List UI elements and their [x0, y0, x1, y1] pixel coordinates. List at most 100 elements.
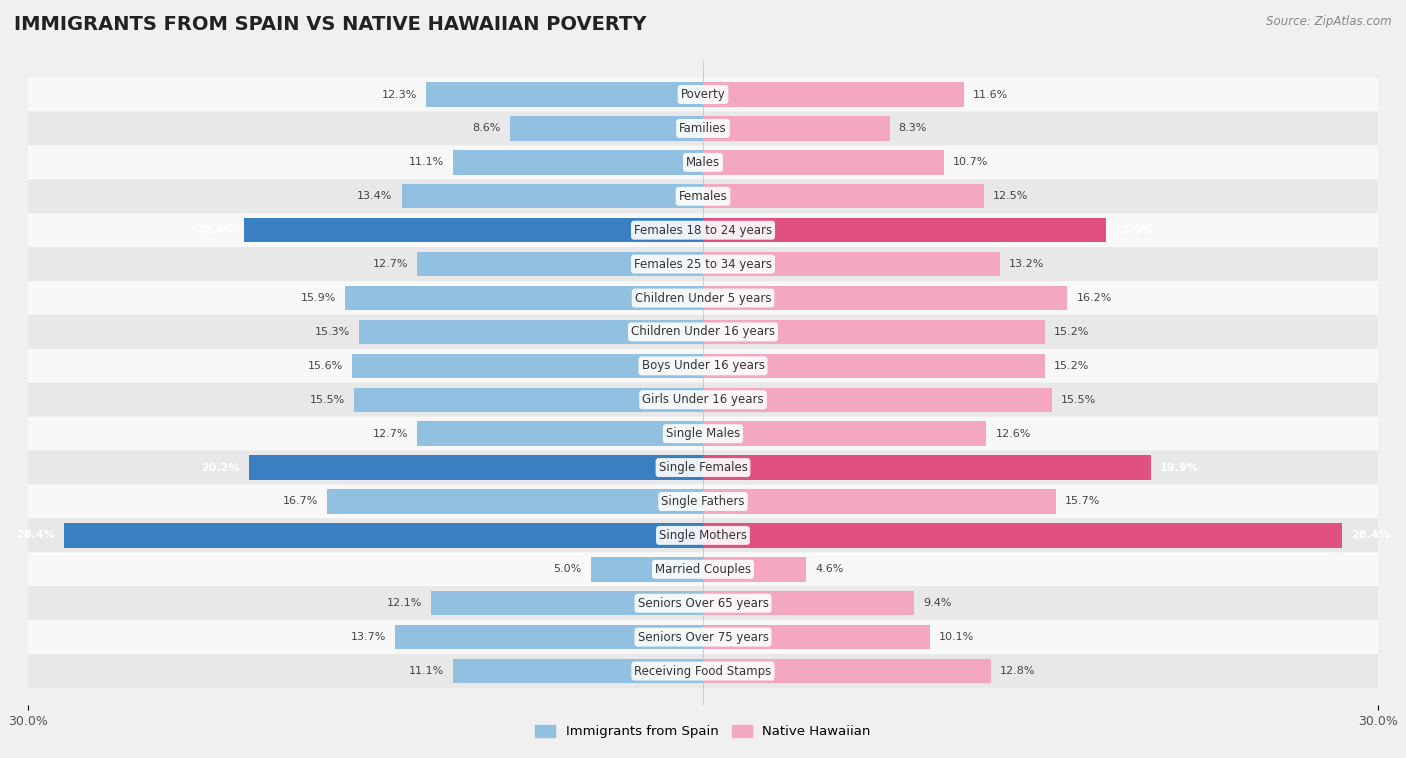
Text: 8.6%: 8.6%: [472, 124, 501, 133]
Bar: [703, 659, 991, 683]
Bar: [703, 523, 1341, 547]
Text: Seniors Over 65 years: Seniors Over 65 years: [637, 597, 769, 609]
Text: IMMIGRANTS FROM SPAIN VS NATIVE HAWAIIAN POVERTY: IMMIGRANTS FROM SPAIN VS NATIVE HAWAIIAN…: [14, 15, 647, 34]
Text: Seniors Over 75 years: Seniors Over 75 years: [637, 631, 769, 644]
FancyBboxPatch shape: [28, 654, 1378, 688]
Bar: [426, 83, 703, 107]
Text: 12.5%: 12.5%: [993, 191, 1029, 202]
Text: 12.7%: 12.7%: [373, 259, 408, 269]
Text: 15.9%: 15.9%: [301, 293, 336, 303]
Bar: [354, 387, 703, 412]
FancyBboxPatch shape: [28, 417, 1378, 450]
Bar: [591, 557, 703, 581]
Text: Females: Females: [679, 190, 727, 203]
Text: 11.1%: 11.1%: [409, 666, 444, 676]
FancyBboxPatch shape: [28, 349, 1378, 383]
Text: Males: Males: [686, 156, 720, 169]
FancyBboxPatch shape: [28, 180, 1378, 213]
Bar: [703, 320, 1045, 344]
Bar: [703, 489, 1056, 514]
Text: 15.7%: 15.7%: [1066, 496, 1101, 506]
Text: 9.4%: 9.4%: [924, 598, 952, 608]
Bar: [703, 184, 984, 208]
Text: Single Mothers: Single Mothers: [659, 529, 747, 542]
Text: 10.1%: 10.1%: [939, 632, 974, 642]
Text: Children Under 16 years: Children Under 16 years: [631, 325, 775, 338]
Text: 15.5%: 15.5%: [1060, 395, 1095, 405]
Text: Source: ZipAtlas.com: Source: ZipAtlas.com: [1267, 15, 1392, 28]
Text: Children Under 5 years: Children Under 5 years: [634, 292, 772, 305]
FancyBboxPatch shape: [28, 315, 1378, 349]
Bar: [418, 252, 703, 277]
Bar: [346, 286, 703, 310]
FancyBboxPatch shape: [28, 111, 1378, 146]
Text: Single Females: Single Females: [658, 461, 748, 474]
Bar: [703, 456, 1150, 480]
Text: Families: Families: [679, 122, 727, 135]
FancyBboxPatch shape: [28, 247, 1378, 281]
Bar: [430, 591, 703, 615]
Text: 28.4%: 28.4%: [1351, 531, 1389, 540]
Bar: [352, 354, 703, 378]
Text: Single Males: Single Males: [666, 428, 740, 440]
FancyBboxPatch shape: [28, 620, 1378, 654]
Text: 16.7%: 16.7%: [283, 496, 318, 506]
Bar: [703, 625, 931, 650]
Bar: [703, 421, 987, 446]
Bar: [453, 150, 703, 174]
FancyBboxPatch shape: [28, 146, 1378, 180]
Text: Boys Under 16 years: Boys Under 16 years: [641, 359, 765, 372]
Text: 12.8%: 12.8%: [1000, 666, 1035, 676]
Text: Females 18 to 24 years: Females 18 to 24 years: [634, 224, 772, 236]
Bar: [509, 116, 703, 141]
Text: 8.3%: 8.3%: [898, 124, 927, 133]
Text: 11.6%: 11.6%: [973, 89, 1008, 99]
Text: 13.4%: 13.4%: [357, 191, 392, 202]
Text: 16.2%: 16.2%: [1077, 293, 1112, 303]
Bar: [703, 591, 914, 615]
Bar: [359, 320, 703, 344]
Text: 10.7%: 10.7%: [953, 158, 988, 168]
Text: 19.9%: 19.9%: [1160, 462, 1198, 472]
Bar: [703, 116, 890, 141]
Text: 15.3%: 15.3%: [315, 327, 350, 337]
Bar: [245, 218, 703, 243]
FancyBboxPatch shape: [28, 586, 1378, 620]
Text: Poverty: Poverty: [681, 88, 725, 101]
FancyBboxPatch shape: [28, 484, 1378, 518]
Text: Females 25 to 34 years: Females 25 to 34 years: [634, 258, 772, 271]
Bar: [249, 456, 703, 480]
Text: 5.0%: 5.0%: [554, 564, 582, 575]
Bar: [703, 354, 1045, 378]
Text: 13.7%: 13.7%: [350, 632, 385, 642]
Bar: [703, 83, 965, 107]
FancyBboxPatch shape: [28, 213, 1378, 247]
Bar: [703, 150, 943, 174]
Text: 15.6%: 15.6%: [308, 361, 343, 371]
Bar: [703, 286, 1067, 310]
Text: Single Fathers: Single Fathers: [661, 495, 745, 508]
Text: 13.2%: 13.2%: [1010, 259, 1045, 269]
FancyBboxPatch shape: [28, 281, 1378, 315]
Text: 15.5%: 15.5%: [311, 395, 346, 405]
Bar: [703, 252, 1000, 277]
Text: 28.4%: 28.4%: [17, 531, 55, 540]
Text: 15.2%: 15.2%: [1054, 327, 1090, 337]
Text: 20.4%: 20.4%: [197, 225, 235, 235]
Text: 4.6%: 4.6%: [815, 564, 844, 575]
FancyBboxPatch shape: [28, 383, 1378, 417]
Text: 12.1%: 12.1%: [387, 598, 422, 608]
FancyBboxPatch shape: [28, 450, 1378, 484]
Text: 17.9%: 17.9%: [1115, 225, 1153, 235]
Legend: Immigrants from Spain, Native Hawaiian: Immigrants from Spain, Native Hawaiian: [530, 719, 876, 744]
Text: Receiving Food Stamps: Receiving Food Stamps: [634, 665, 772, 678]
Bar: [703, 557, 807, 581]
Text: 12.7%: 12.7%: [373, 429, 408, 439]
Bar: [328, 489, 703, 514]
Text: 15.2%: 15.2%: [1054, 361, 1090, 371]
Bar: [703, 218, 1105, 243]
Text: 11.1%: 11.1%: [409, 158, 444, 168]
Bar: [402, 184, 703, 208]
Text: 20.2%: 20.2%: [201, 462, 239, 472]
Text: 12.6%: 12.6%: [995, 429, 1031, 439]
